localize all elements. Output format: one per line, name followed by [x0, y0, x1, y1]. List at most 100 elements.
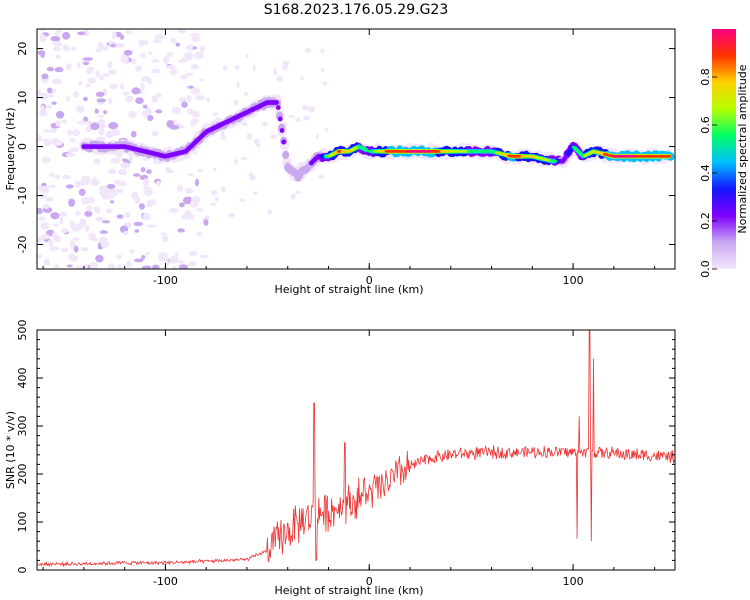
noise-cell — [111, 31, 117, 40]
noise-cell — [52, 78, 62, 85]
noise-cell — [132, 173, 141, 177]
noise-cell — [73, 245, 79, 253]
noise-cell — [134, 258, 144, 263]
noise-cell — [163, 56, 170, 65]
noise-cell — [281, 63, 289, 71]
y-tick-label: 0 — [16, 143, 29, 150]
noise-cell — [75, 181, 85, 186]
noise-cell — [165, 65, 176, 69]
ridge-peak — [667, 154, 672, 158]
noise-cell — [121, 158, 128, 162]
noise-cell — [155, 180, 162, 187]
figure-title: S168.2023.176.05.29.G23 — [264, 2, 449, 18]
noise-cell — [47, 87, 53, 94]
noise-cell — [236, 81, 240, 89]
noise-cell — [93, 206, 100, 211]
noise-cell — [162, 234, 169, 242]
noise-cell — [66, 264, 73, 268]
noise-cell — [109, 83, 118, 90]
noise-cell — [65, 184, 74, 189]
noise-cell — [37, 207, 43, 215]
noise-cell — [50, 128, 57, 133]
ridge-cell — [277, 116, 283, 122]
x-tick-label: 100 — [563, 575, 584, 588]
noise-cell — [151, 58, 160, 63]
noise-cell — [39, 34, 47, 42]
ridge-cell — [283, 151, 289, 156]
noise-cell — [85, 69, 94, 74]
y-tick-label: 300 — [16, 416, 29, 437]
noise-cell — [178, 29, 186, 34]
noise-cell — [50, 36, 61, 42]
noise-cell — [55, 55, 62, 59]
noise-cell — [110, 200, 114, 204]
noise-cell — [177, 228, 186, 233]
noise-cell — [185, 72, 194, 77]
noise-cell — [86, 66, 96, 71]
ridge-cell — [281, 139, 287, 145]
noise-cell — [38, 216, 46, 221]
noise-cell — [41, 157, 52, 163]
noise-cell — [179, 202, 185, 208]
noise-cell — [76, 61, 81, 69]
noise-cell — [115, 188, 124, 194]
noise-cell — [214, 197, 219, 202]
noise-cell — [273, 68, 278, 76]
noise-cell — [48, 184, 56, 188]
noise-cell — [134, 229, 139, 233]
noise-cell — [131, 58, 137, 65]
noise-cell — [138, 203, 145, 210]
noise-cell — [197, 168, 203, 173]
noise-cell — [320, 48, 325, 54]
noise-cell — [78, 80, 83, 86]
noise-cell — [97, 41, 104, 50]
noise-cell — [93, 158, 101, 165]
noise-cell — [315, 134, 319, 140]
noise-cell — [176, 184, 184, 193]
noise-cell — [188, 250, 198, 257]
noise-cell — [107, 168, 117, 175]
noise-cell — [169, 68, 178, 76]
noise-cell — [83, 57, 94, 61]
snr-panel: -100 0 100 0 100 200 300 400 500 Height of straig… — [4, 320, 676, 597]
noise-cell — [190, 33, 200, 38]
noise-cell — [84, 210, 93, 217]
noise-cell — [169, 255, 179, 264]
noise-cell — [72, 237, 81, 241]
noise-cell — [106, 183, 116, 189]
noise-cell — [181, 101, 188, 108]
noise-cell — [99, 75, 104, 81]
noise-cell — [324, 127, 329, 132]
noise-cell — [120, 162, 130, 169]
noise-cell — [190, 87, 201, 95]
noise-cell — [166, 51, 173, 58]
colorbar-gradient — [712, 29, 736, 269]
noise-cell — [199, 45, 205, 53]
ridge-cell — [279, 128, 285, 133]
noise-cell — [200, 254, 209, 259]
noise-cell — [295, 190, 302, 194]
noise-cell — [294, 117, 301, 123]
noise-cell — [77, 120, 87, 126]
colorbar-label: Normalized spectral amplitude — [736, 64, 749, 233]
noise-cell — [95, 91, 105, 98]
noise-cell — [145, 107, 152, 113]
noise-cell — [61, 174, 72, 180]
noise-cell — [52, 46, 61, 52]
noise-cell — [129, 249, 135, 254]
noise-cell — [37, 89, 42, 98]
noise-cell — [72, 129, 80, 137]
noise-cell — [134, 196, 141, 204]
noise-cell — [54, 264, 60, 269]
noise-cell — [49, 172, 55, 178]
y-tick-label: 10 — [16, 91, 29, 105]
noise-cell — [52, 40, 62, 45]
noise-cell — [133, 221, 144, 226]
noise-cell — [184, 52, 194, 60]
noise-cell — [48, 239, 54, 245]
noise-cell — [245, 54, 250, 58]
x-tick-label: 0 — [366, 575, 373, 588]
noise-cell — [37, 50, 46, 56]
